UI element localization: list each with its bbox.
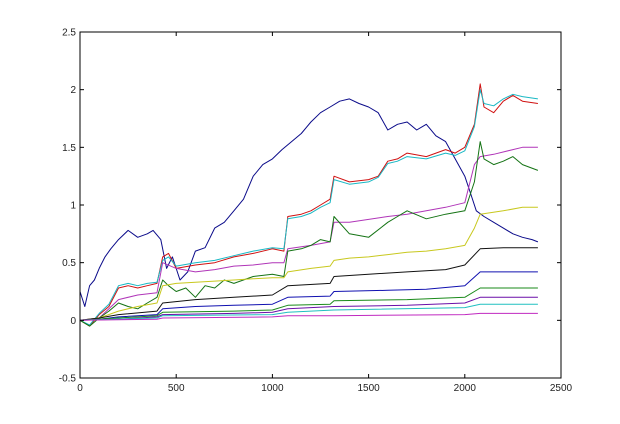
x-tick-label: 500	[168, 383, 185, 394]
x-tick-label: 1500	[357, 383, 380, 394]
series-line-6	[79, 206, 538, 321]
x-tick-label: 2000	[454, 383, 477, 394]
series-line-9	[79, 287, 538, 321]
tick-layer: 0 500 1000 1500 2000 2500-0.500.511.522.5	[59, 28, 573, 395]
x-tick-label: 2500	[550, 383, 573, 394]
series-line-7	[79, 247, 538, 321]
y-tick-label: -0.5	[59, 374, 77, 385]
series-line-11	[79, 303, 538, 321]
y-tick-label: 2.5	[62, 28, 76, 39]
series-line-8	[79, 271, 538, 321]
x-tick-label: 0	[77, 383, 83, 394]
series-line-5	[79, 141, 539, 327]
y-tick-label: 0	[70, 316, 76, 327]
series-line-12	[79, 312, 538, 321]
series-line-1	[79, 98, 539, 307]
series-line-4	[79, 146, 538, 321]
series-line-3	[79, 89, 538, 326]
series-line-10	[79, 296, 538, 321]
y-tick-label: 1	[70, 201, 76, 212]
series-layer	[79, 83, 539, 327]
y-tick-label: 2	[70, 85, 76, 96]
y-tick-label: 1.5	[62, 143, 76, 154]
x-tick-label: 1000	[261, 383, 284, 394]
y-tick-label: 0.5	[62, 258, 76, 269]
